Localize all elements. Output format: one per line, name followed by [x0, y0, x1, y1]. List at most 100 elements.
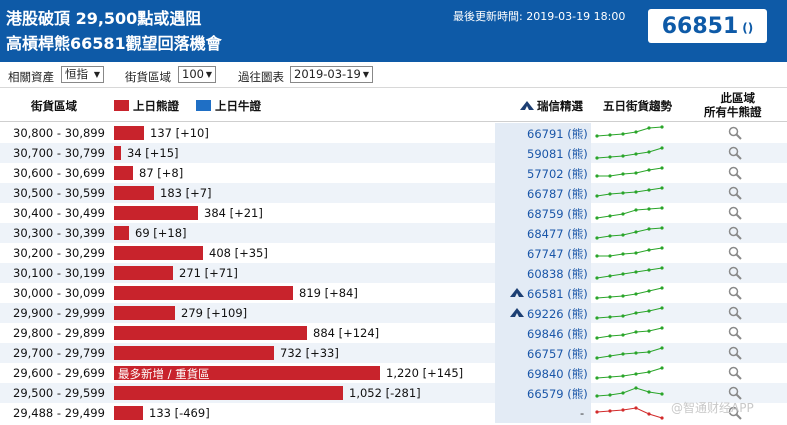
- ubs-warrant-link[interactable]: 67747 (熊): [527, 247, 588, 261]
- table-header: [0, 89, 787, 122]
- trend-point: [634, 230, 638, 234]
- trend-point: [660, 146, 664, 150]
- bear-bar[interactable]: [114, 326, 307, 340]
- asset-select[interactable]: 恒指 ▼: [61, 66, 104, 83]
- search-icon[interactable]: [728, 346, 742, 360]
- ubs-cell: [495, 343, 591, 363]
- bear-bar[interactable]: [114, 386, 343, 400]
- ubs-warrant-link[interactable]: 60838 (熊): [527, 267, 588, 281]
- trend-point: [634, 406, 638, 410]
- trend-point: [660, 166, 664, 170]
- ubs-warrant-link[interactable]: 66791 (熊): [527, 127, 588, 141]
- search-icon[interactable]: [728, 126, 742, 140]
- warrant-code-box[interactable]: 66851 (): [648, 9, 767, 43]
- column-ubs-label: 瑞信精選: [537, 99, 583, 113]
- history-date-select[interactable]: 2019-03-19 ▼: [290, 66, 373, 83]
- trend-point: [660, 416, 664, 420]
- five-day-trend-sparkline: [595, 146, 664, 160]
- bear-bar[interactable]: [114, 226, 129, 240]
- trend-point: [660, 246, 664, 250]
- ubs-cell: [495, 143, 591, 163]
- ubs-warrant-link[interactable]: 59081 (熊): [527, 147, 588, 161]
- search-icon[interactable]: [728, 386, 742, 400]
- bear-bar[interactable]: [114, 166, 133, 180]
- bar-value-label: 819 [+84]: [299, 286, 358, 300]
- legend-bear: 上日熊證: [114, 98, 179, 130]
- bear-bar[interactable]: [114, 146, 121, 160]
- ubs-cell: [495, 403, 591, 423]
- bar-value-label: 279 [+109]: [181, 306, 248, 320]
- bear-bar[interactable]: [114, 306, 175, 320]
- bear-bar[interactable]: [114, 206, 198, 220]
- search-icon[interactable]: [728, 366, 742, 380]
- ubs-warrant-link[interactable]: 66581 (熊): [527, 287, 588, 301]
- trend-point: [634, 208, 638, 212]
- five-day-trend-sparkline: [595, 306, 664, 320]
- headline-subtitle: 高槓桿熊66581觀望回落機會: [6, 34, 222, 53]
- search-icon[interactable]: [728, 226, 742, 240]
- trend-point: [608, 133, 612, 137]
- filter-bar: 相關資產 恒指 ▼ 街貨區域 100 ▼ 過往圖表 2019-03-19 ▼: [0, 62, 787, 88]
- range-select[interactable]: 100 ▼: [178, 66, 216, 83]
- row-range: 30,000 - 30,099: [13, 286, 105, 300]
- ubs-logo-icon: [510, 288, 524, 297]
- trend-point: [608, 409, 612, 413]
- trend-point: [634, 292, 638, 296]
- bear-bar[interactable]: [114, 126, 144, 140]
- bear-bar[interactable]: [114, 246, 203, 260]
- ubs-warrant-link[interactable]: 69840 (熊): [527, 367, 588, 381]
- trend-point: [608, 334, 612, 338]
- trend-point: [621, 272, 625, 276]
- bear-bar[interactable]: [114, 186, 154, 200]
- trend-point: [621, 172, 625, 176]
- trend-point: [634, 372, 638, 376]
- ubs-warrant-link[interactable]: 66787 (熊): [527, 187, 588, 201]
- trend-point: [621, 212, 625, 216]
- trend-point: [595, 394, 599, 398]
- ubs-warrant-link[interactable]: 57702 (熊): [527, 167, 588, 181]
- ubs-warrant-link[interactable]: 69226 (熊): [527, 307, 588, 321]
- search-icon[interactable]: [728, 306, 742, 320]
- chevron-down-icon: ▼: [362, 70, 369, 79]
- search-icon[interactable]: [728, 286, 742, 300]
- bear-bar[interactable]: [114, 346, 274, 360]
- table-row: 29,600 - 29,699 最多新增 / 重貨區 1,220 [+145] 698…: [0, 363, 787, 383]
- trend-line: [597, 167, 663, 177]
- trend-point: [595, 336, 599, 340]
- search-icon[interactable]: [728, 326, 742, 340]
- bear-bar[interactable]: [114, 366, 380, 380]
- row-range: 30,300 - 30,399: [13, 226, 105, 240]
- table-row: 29,700 - 29,799 732 [+33] 66757 (熊): [0, 343, 787, 363]
- trend-point: [647, 188, 651, 192]
- search-icon[interactable]: [728, 406, 742, 420]
- bear-bar[interactable]: [114, 406, 143, 420]
- ubs-warrant-link[interactable]: 68759 (熊): [527, 207, 588, 221]
- search-icon[interactable]: [728, 166, 742, 180]
- ubs-warrant-link: -: [580, 406, 585, 420]
- bar-value-label: 183 [+7]: [160, 186, 212, 200]
- row-range: 30,400 - 30,499: [13, 206, 105, 220]
- table-row: 29,500 - 29,599 1,052 [-281] 66579 (熊): [0, 383, 787, 403]
- trend-point: [608, 315, 612, 319]
- bar-value-label: 137 [+10]: [150, 126, 209, 140]
- ubs-cell: [495, 263, 591, 283]
- ubs-warrant-link[interactable]: 69846 (熊): [527, 327, 588, 341]
- ubs-warrant-link[interactable]: 68477 (熊): [527, 227, 588, 241]
- search-icon[interactable]: [728, 246, 742, 260]
- search-icon[interactable]: [728, 206, 742, 220]
- trend-point: [608, 155, 612, 159]
- trend-point: [647, 150, 651, 154]
- trend-point: [647, 168, 651, 172]
- ubs-warrant-link[interactable]: 66579 (熊): [527, 387, 588, 401]
- history-label: 過往圖表: [238, 70, 284, 84]
- legend-bear-label: 上日熊證: [133, 99, 179, 113]
- search-icon[interactable]: [728, 186, 742, 200]
- ubs-warrant-link[interactable]: 66757 (熊): [527, 347, 588, 361]
- bear-bar[interactable]: [114, 266, 173, 280]
- search-icon[interactable]: [728, 266, 742, 280]
- trend-point: [608, 234, 612, 238]
- bear-bar[interactable]: [114, 286, 293, 300]
- search-icon[interactable]: [728, 146, 742, 160]
- trend-line: [596, 387, 663, 397]
- row-range: 30,200 - 30,299: [13, 246, 105, 260]
